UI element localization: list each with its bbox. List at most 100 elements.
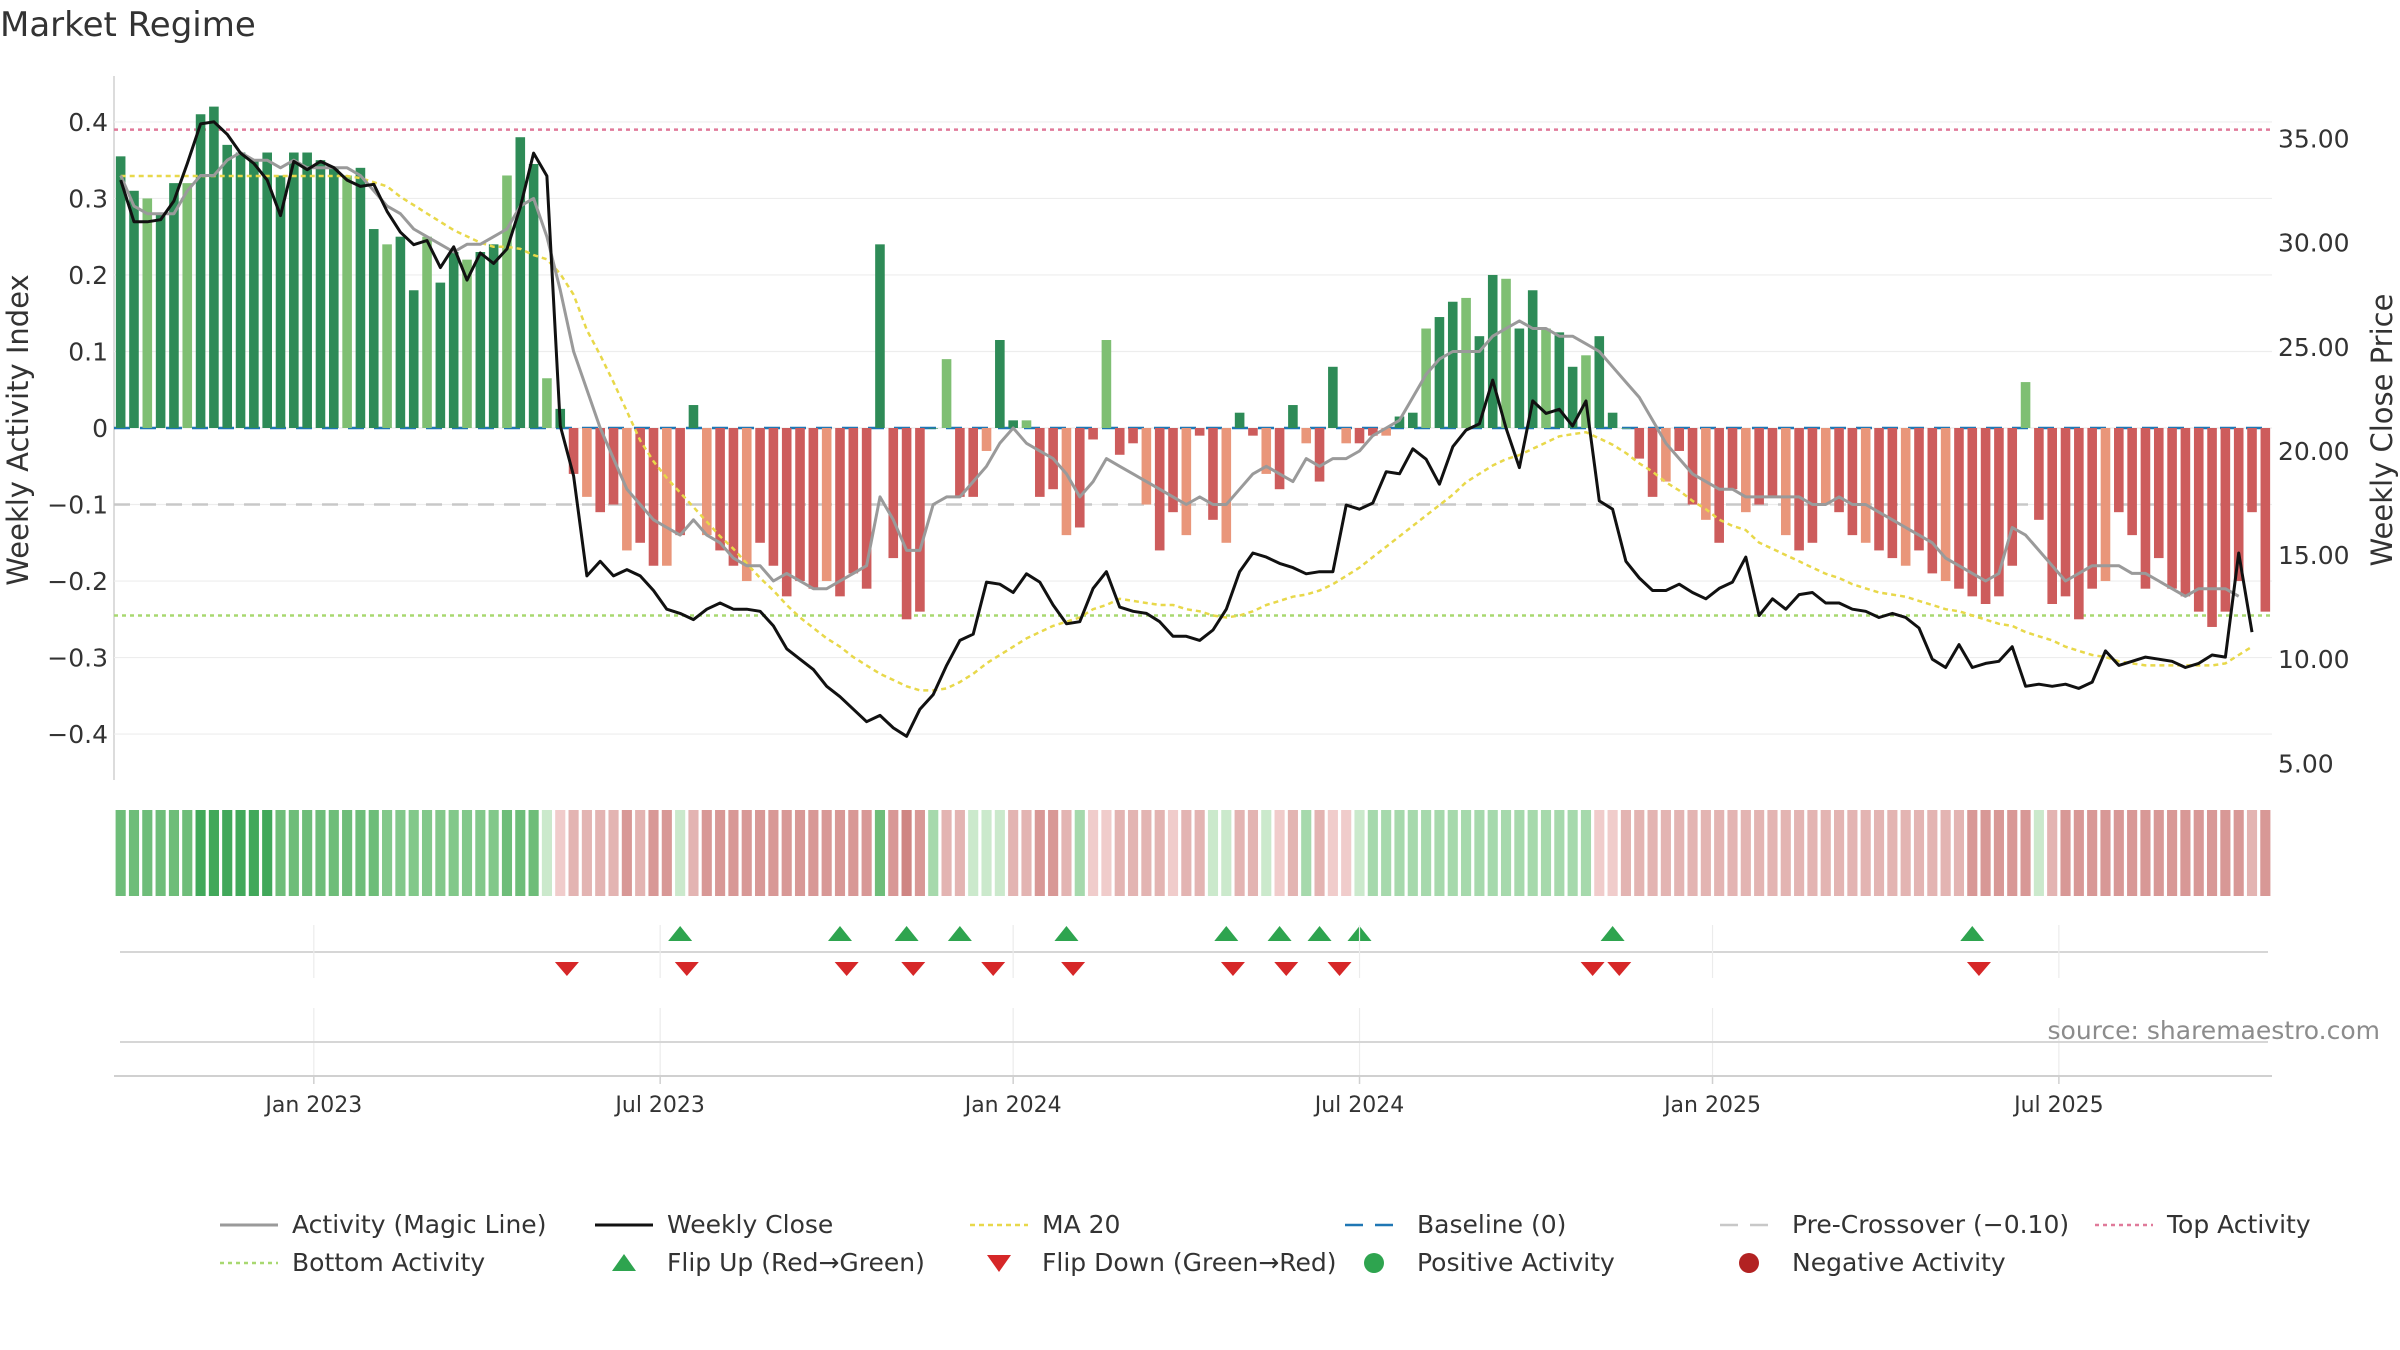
activity-bars (115, 106, 2271, 627)
regime-cell (861, 810, 872, 896)
y-left-tick-label: 0.1 (68, 337, 108, 366)
activity-bar (1754, 428, 1764, 505)
regime-cell (528, 810, 539, 896)
regime-cell (675, 810, 686, 896)
regime-cell (262, 810, 273, 896)
regime-cell (874, 810, 886, 896)
activity-bar (1194, 428, 1205, 436)
activity-bar (968, 428, 978, 497)
regime-cell (541, 810, 552, 896)
activity-bar (1860, 428, 1871, 543)
regime-cell (928, 810, 939, 896)
activity-bar (675, 428, 685, 536)
activity-bar (1447, 301, 1458, 428)
activity-bar (515, 137, 526, 428)
y-right-tick-label: 30.00 (2278, 229, 2350, 258)
legend-label: Flip Down (Green→Red) (1042, 1248, 1337, 1277)
activity-bar (2034, 428, 2044, 520)
activity-bar (808, 428, 819, 589)
activity-bar (1408, 412, 1418, 428)
regime-cell (2007, 810, 2018, 896)
flip-up-marker (1960, 926, 1985, 941)
activity-bar (1741, 428, 1751, 513)
regime-cell (1354, 810, 1365, 896)
flip-up-marker (1054, 926, 1079, 941)
regime-cell (1301, 810, 1312, 896)
activity-bar (115, 156, 126, 428)
x-tick-label: Jul 2024 (1313, 1093, 1405, 1118)
y-left-tick-label: −0.4 (47, 720, 108, 749)
activity-bar (195, 114, 206, 429)
regime-cell (1327, 810, 1338, 896)
regime-cell (275, 810, 286, 896)
activity-bar (1607, 412, 1618, 428)
activity-bar (1927, 428, 1938, 574)
regime-cell (1714, 810, 1725, 896)
regime-cell (288, 810, 299, 896)
regime-cell (1021, 810, 1032, 896)
legend-label: Weekly Close (667, 1210, 833, 1239)
activity-bar (435, 282, 446, 428)
regime-cell (395, 810, 406, 896)
weekly-close-line (119, 120, 2254, 738)
activity-bar (262, 152, 272, 429)
activity-bar (542, 378, 552, 428)
regime-cell (1540, 810, 1552, 896)
activity-bar (662, 428, 672, 566)
activity-bar (1514, 328, 1525, 428)
activity-bar (395, 236, 406, 428)
activity-bar (2193, 428, 2204, 612)
flip-up-marker (947, 926, 972, 941)
activity-bar (755, 428, 765, 543)
activity-bar (701, 428, 712, 536)
activity-bar (1621, 428, 1631, 429)
x-axis: Jan 2023 Jul 2023 Jan 2024 Jul 2024 Jan 2025… (114, 925, 2272, 1118)
activity-bar (901, 428, 912, 620)
activity-bar (2087, 428, 2097, 589)
activity-bar (1940, 428, 1951, 582)
regime-cell (382, 810, 393, 896)
activity-bar (1381, 428, 1391, 436)
x-tick-label: Jan 2025 (1662, 1093, 1761, 1118)
y-right-tick-label: 25.00 (2278, 333, 2350, 362)
activity-bar (1354, 428, 1365, 444)
regime-cell (2060, 810, 2071, 896)
legend-label: Activity (Magic Line) (292, 1210, 546, 1239)
activity-bar (835, 428, 845, 597)
activity-bar (768, 428, 779, 566)
activity-bar (2007, 428, 2018, 566)
regime-cell (1074, 810, 1085, 896)
y-left-tick-label: −0.3 (47, 644, 108, 673)
activity-bar (475, 252, 486, 428)
legend-label: Top Activity (2166, 1210, 2311, 1239)
regime-cell (168, 810, 180, 896)
flip-down-marker (981, 962, 1006, 976)
regime-cell (1421, 810, 1432, 896)
flip-down-marker (1580, 962, 1605, 976)
regime-cell (1274, 810, 1285, 896)
activity-bar (2047, 428, 2057, 604)
activity-bar (1567, 366, 1578, 428)
activity-bar (182, 183, 193, 428)
activity-bar (981, 428, 992, 451)
regime-cell (834, 810, 846, 896)
activity-bar (422, 236, 432, 428)
regime-cell (1061, 810, 1072, 896)
y-left-tick-label: 0.4 (68, 108, 108, 137)
regime-cell (794, 810, 806, 896)
activity-bar (275, 175, 286, 428)
flip-down-marker (901, 962, 926, 976)
activity-bar (1274, 428, 1285, 490)
regime-cell (1487, 810, 1498, 896)
regime-cell (1700, 810, 1711, 896)
legend-key-flip-down (987, 1255, 1011, 1272)
activity-bar (582, 428, 592, 497)
activity-bar (462, 259, 472, 428)
legend-label: MA 20 (1042, 1210, 1120, 1239)
regime-cell (1967, 810, 1978, 896)
y-left-label: Weekly Activity Index (1, 274, 35, 585)
regime-cell (1567, 810, 1578, 896)
activity-bar (2260, 428, 2271, 612)
regime-cell (1580, 810, 1592, 896)
